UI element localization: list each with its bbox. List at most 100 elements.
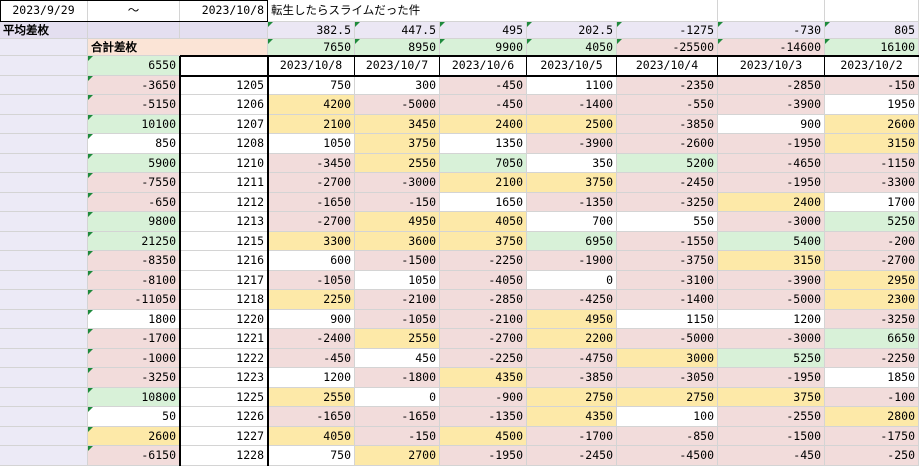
machine-number-cell[interactable]: 1213: [180, 212, 268, 232]
avg-value-cell[interactable]: 382.5: [268, 22, 355, 39]
diff-value-cell[interactable]: 1650: [440, 193, 527, 212]
header-blank-cell[interactable]: [180, 56, 268, 76]
date-header-cell[interactable]: 2023/10/3: [718, 56, 825, 76]
left-band-cell[interactable]: [0, 329, 88, 349]
machine-total-cell[interactable]: -3650: [88, 76, 180, 95]
total-value-cell[interactable]: 7650: [268, 39, 355, 56]
diff-value-cell[interactable]: -1400: [617, 290, 718, 310]
left-band-cell[interactable]: [0, 134, 88, 154]
diff-value-cell[interactable]: 550: [617, 212, 718, 232]
diff-value-cell[interactable]: -3750: [617, 251, 718, 271]
diff-value-cell[interactable]: -1350: [440, 407, 527, 427]
diff-value-cell[interactable]: -2850: [718, 76, 825, 95]
diff-value-cell[interactable]: -4650: [718, 154, 825, 173]
machine-number-cell[interactable]: 1226: [180, 407, 268, 427]
diff-value-cell[interactable]: 2950: [825, 271, 919, 290]
machine-number-cell[interactable]: 1227: [180, 427, 268, 446]
diff-value-cell[interactable]: -250: [825, 446, 919, 466]
diff-value-cell[interactable]: -2850: [440, 290, 527, 310]
machine-total-cell[interactable]: -6150: [88, 446, 180, 466]
diff-value-cell[interactable]: -2250: [440, 251, 527, 271]
machine-number-cell[interactable]: 1212: [180, 193, 268, 212]
empty-cell[interactable]: [718, 0, 825, 22]
diff-value-cell[interactable]: 2700: [355, 446, 440, 466]
left-band-cell[interactable]: [0, 271, 88, 290]
machine-total-cell[interactable]: -3250: [88, 368, 180, 388]
diff-value-cell[interactable]: -1750: [825, 427, 919, 446]
grand-total-cell[interactable]: 6550: [88, 56, 180, 76]
diff-value-cell[interactable]: -200: [825, 232, 919, 251]
diff-value-cell[interactable]: -1550: [617, 232, 718, 251]
machine-number-cell[interactable]: 1223: [180, 368, 268, 388]
left-band-cell[interactable]: [0, 251, 88, 271]
diff-value-cell[interactable]: -1500: [355, 251, 440, 271]
diff-value-cell[interactable]: -3250: [617, 193, 718, 212]
diff-value-cell[interactable]: 5250: [825, 212, 919, 232]
machine-number-cell[interactable]: 1228: [180, 446, 268, 466]
diff-value-cell[interactable]: -3100: [617, 271, 718, 290]
left-band-cell[interactable]: [0, 56, 88, 76]
machine-total-cell[interactable]: -8100: [88, 271, 180, 290]
diff-value-cell[interactable]: 2200: [527, 329, 617, 349]
diff-value-cell[interactable]: 2800: [825, 407, 919, 427]
avg-value-cell[interactable]: 805: [825, 22, 919, 39]
diff-value-cell[interactable]: 1950: [825, 95, 919, 115]
avg-label-cell[interactable]: 平均差枚: [0, 22, 88, 39]
diff-value-cell[interactable]: -2250: [440, 349, 527, 368]
left-band-cell[interactable]: [0, 368, 88, 388]
diff-value-cell[interactable]: 450: [355, 349, 440, 368]
machine-number-cell[interactable]: 1216: [180, 251, 268, 271]
diff-value-cell[interactable]: 1150: [617, 310, 718, 329]
diff-value-cell[interactable]: 2250: [268, 290, 355, 310]
diff-value-cell[interactable]: -1950: [718, 134, 825, 154]
avg-value-cell[interactable]: -730: [718, 22, 825, 39]
diff-value-cell[interactable]: -3850: [527, 368, 617, 388]
diff-value-cell[interactable]: 4200: [268, 95, 355, 115]
diff-value-cell[interactable]: 5200: [617, 154, 718, 173]
machine-total-cell[interactable]: -7550: [88, 173, 180, 193]
diff-value-cell[interactable]: -450: [440, 95, 527, 115]
diff-value-cell[interactable]: 3750: [527, 173, 617, 193]
diff-value-cell[interactable]: -2450: [527, 446, 617, 466]
left-band-cell[interactable]: [0, 95, 88, 115]
machine-number-cell[interactable]: 1206: [180, 95, 268, 115]
diff-value-cell[interactable]: 3450: [355, 115, 440, 134]
empty-cell[interactable]: [825, 0, 919, 22]
avg-value-cell[interactable]: 495: [440, 22, 527, 39]
date-header-cell[interactable]: 2023/10/7: [355, 56, 440, 76]
left-band-cell[interactable]: [0, 232, 88, 251]
date-header-cell[interactable]: 2023/10/6: [440, 56, 527, 76]
diff-value-cell[interactable]: -150: [825, 76, 919, 95]
empty-cell[interactable]: [617, 0, 718, 22]
tilde-cell[interactable]: ～: [88, 0, 180, 22]
diff-value-cell[interactable]: 4050: [440, 212, 527, 232]
diff-value-cell[interactable]: 750: [268, 76, 355, 95]
diff-value-cell[interactable]: -3900: [718, 95, 825, 115]
diff-value-cell[interactable]: -1050: [268, 271, 355, 290]
avg-value-cell[interactable]: 202.5: [527, 22, 617, 39]
diff-value-cell[interactable]: -5000: [617, 329, 718, 349]
diff-value-cell[interactable]: -1400: [527, 95, 617, 115]
diff-value-cell[interactable]: -3900: [718, 271, 825, 290]
diff-value-cell[interactable]: -2700: [268, 173, 355, 193]
diff-value-cell[interactable]: -2400: [268, 329, 355, 349]
diff-value-cell[interactable]: -150: [355, 193, 440, 212]
diff-value-cell[interactable]: 750: [268, 446, 355, 466]
diff-value-cell[interactable]: -1150: [825, 154, 919, 173]
diff-value-cell[interactable]: 1050: [268, 134, 355, 154]
diff-value-cell[interactable]: 1050: [355, 271, 440, 290]
total-value-cell[interactable]: -14600: [718, 39, 825, 56]
diff-value-cell[interactable]: 2550: [355, 329, 440, 349]
diff-value-cell[interactable]: 2100: [440, 173, 527, 193]
machine-total-cell[interactable]: 5900: [88, 154, 180, 173]
diff-value-cell[interactable]: -100: [825, 388, 919, 407]
machine-total-cell[interactable]: 10100: [88, 115, 180, 134]
diff-value-cell[interactable]: 3750: [440, 232, 527, 251]
diff-value-cell[interactable]: -450: [268, 349, 355, 368]
diff-value-cell[interactable]: -1700: [527, 427, 617, 446]
diff-value-cell[interactable]: -1350: [527, 193, 617, 212]
machine-total-cell[interactable]: 10800: [88, 388, 180, 407]
empty-cell[interactable]: [88, 22, 180, 39]
diff-value-cell[interactable]: 3000: [617, 349, 718, 368]
machine-number-cell[interactable]: 1205: [180, 76, 268, 95]
